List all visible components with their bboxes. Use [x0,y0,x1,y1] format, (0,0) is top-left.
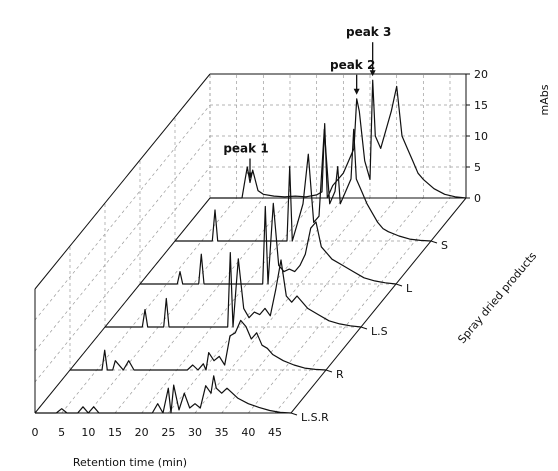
x-tick-label: 30 [188,426,202,439]
peak-label: peak 1 [223,142,268,156]
side-wall-gridline [34,166,211,383]
peak-arrowhead [369,70,376,77]
floor-gridline [141,197,317,414]
series-trace-s [175,128,432,242]
floor-gridline [168,197,344,414]
floor-gridline [194,197,371,414]
series-trace-top [210,79,467,199]
z-category-label: R [336,368,344,381]
series-trace-lsr [35,375,292,414]
floor-gridline [114,197,291,414]
floor-gridline [221,197,397,414]
peak-label: peak 3 [346,25,391,39]
floor-gridline [61,197,237,414]
series-trace-r [70,319,327,371]
x-tick-label: 40 [241,426,255,439]
tick-labels: 0 5 10 15 20 25 30 35 40 45 0 5 10 15 20 L.S.R R L.S L S [32,68,489,439]
z-category-label: L.S [371,325,388,338]
z-tick-mark [360,326,368,330]
y-tick-label: 20 [474,68,488,81]
x-tick-label: 25 [161,426,175,439]
z-tick-mark [430,240,438,244]
x-tick-label: 35 [215,426,229,439]
annotations: peak 1 peak 2 peak 3 [223,25,391,179]
z-axis-title: Spray dried products [455,249,539,346]
x-axis-title: Retention time (min) [73,456,187,469]
y-tick-label: 0 [474,192,481,205]
traces [35,79,467,414]
z-tick-mark [290,412,298,416]
x-tick-label: 15 [108,426,122,439]
z-tick-mark [325,369,333,373]
z-category-label: S [441,239,448,252]
floor-gridline [248,197,424,414]
z-category-label: L.S.R [301,411,329,424]
floor-left-edge [34,197,211,414]
floor-gridline [88,197,264,414]
floor-gridline [274,197,451,414]
x-tick-label: 5 [58,426,65,439]
x-tick-label: 0 [32,426,39,439]
series-trace-ls [105,252,362,328]
side-wall-gridline [34,135,211,352]
z-axis-line [290,197,467,414]
y-tick-label: 10 [474,130,488,143]
x-tick-label: 20 [135,426,149,439]
y-axis-title: mAbs [538,84,551,115]
side-wall-gridline [34,104,211,321]
peak-label: peak 2 [330,58,375,72]
peak-arrowhead [353,88,360,95]
y-tick-label: 5 [474,161,481,174]
x-tick-label: 10 [81,426,95,439]
x-tick-label: 45 [268,426,282,439]
side-wall-top-edge [34,73,211,290]
z-tick-mark [395,283,403,287]
y-tick-label: 15 [474,99,488,112]
peak-arrowhead [247,172,253,179]
z-category-label: L [406,282,413,295]
series-trace-l [140,202,397,285]
